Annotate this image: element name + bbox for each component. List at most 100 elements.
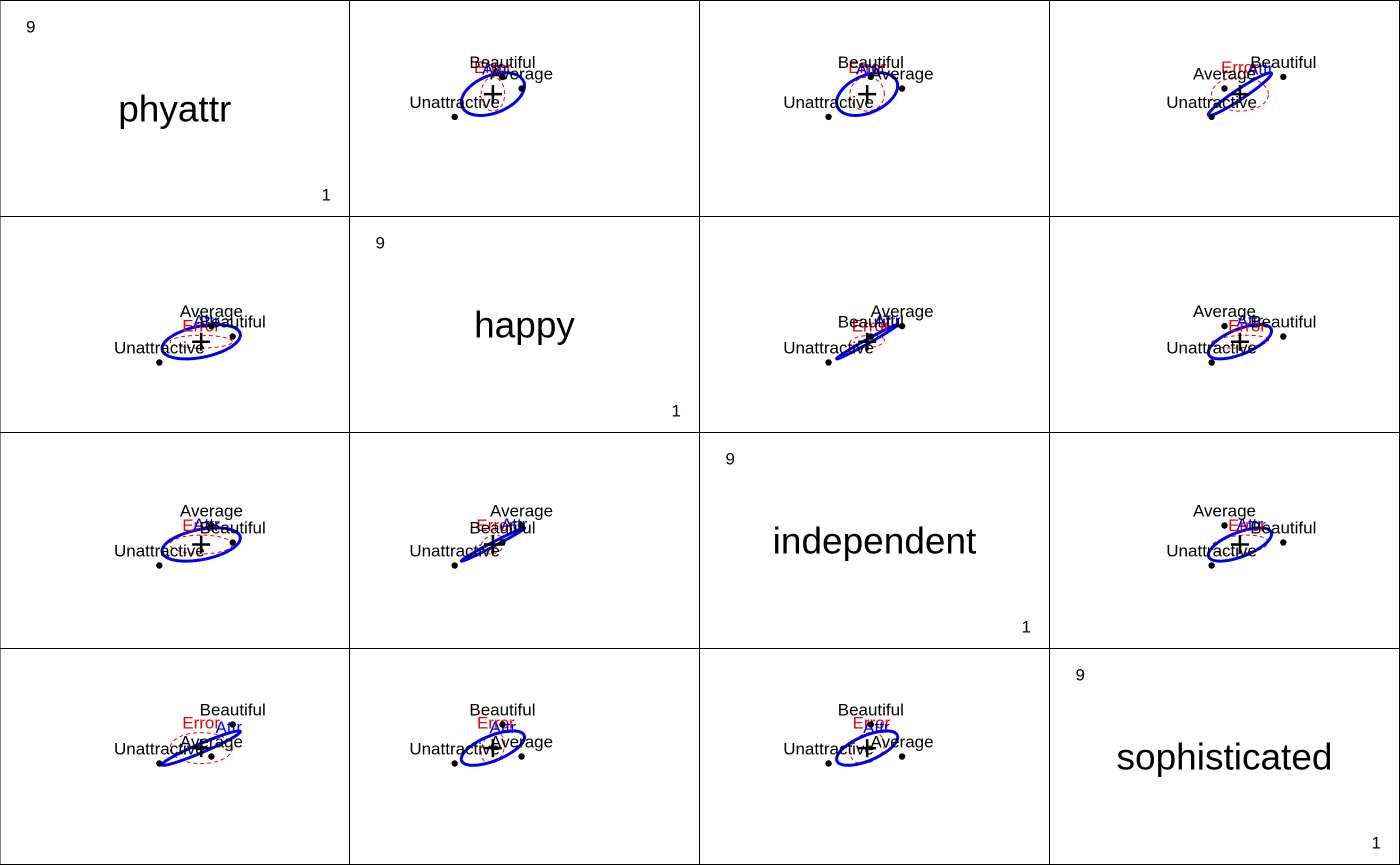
group-mean-point — [867, 73, 875, 81]
hypothesis-ellipse-label: Attr — [216, 718, 243, 737]
panel-sophisticated-vs-sophisticated: sophisticated 9 1 — [1049, 648, 1400, 865]
group-mean-point — [156, 760, 163, 767]
range-min-label: 1 — [1022, 618, 1031, 637]
group-mean-point — [518, 753, 525, 760]
group-mean-label: Unattractive — [409, 93, 500, 112]
error-ellipse-label: Error — [1221, 58, 1259, 77]
group-mean-label: Average — [490, 65, 553, 84]
group-mean-label: Beautiful — [838, 701, 904, 720]
panel-phyattr-vs-phyattr: phyattr 9 1 — [0, 0, 350, 217]
group-mean-point — [1208, 562, 1215, 569]
group-mean-label: Average — [490, 733, 553, 752]
range-max-label: 9 — [26, 18, 35, 37]
group-mean-label: Average — [180, 302, 243, 321]
variable-name-label: happy — [474, 305, 575, 346]
group-mean-point — [867, 333, 875, 340]
group-mean-point — [208, 753, 215, 760]
hypothesis-ellipse — [459, 729, 527, 767]
group-mean-point — [1208, 113, 1215, 121]
group-mean-point — [229, 721, 236, 728]
panel-frame — [699, 648, 1050, 865]
hypothesis-ellipse-label: Attr — [874, 311, 901, 330]
range-max-label: 9 — [1076, 666, 1085, 685]
grand-mean-cross — [483, 85, 502, 104]
group-mean-label: Average — [871, 733, 934, 752]
group-mean-point — [156, 562, 163, 569]
hypothesis-ellipse-label: Attr — [1237, 515, 1264, 534]
group-mean-label: Average — [871, 65, 934, 84]
group-mean-point — [825, 760, 832, 767]
hypothesis-ellipse-label: Attr — [1237, 311, 1264, 330]
grand-mean-cross — [1230, 85, 1249, 104]
group-mean-label: Unattractive — [409, 542, 500, 561]
group-mean-label: Beautiful — [838, 53, 904, 72]
hypothesis-ellipse-label: Attr — [1247, 60, 1274, 79]
error-ellipse — [480, 534, 506, 555]
group-mean-label: Unattractive — [409, 740, 500, 759]
group-mean-label: Beautiful — [838, 313, 904, 332]
group-mean-label: Beautiful — [200, 313, 266, 332]
group-mean-label: Average — [1193, 302, 1256, 321]
group-mean-point — [1221, 522, 1228, 529]
error-ellipse-label: Error — [1228, 516, 1266, 535]
group-mean-label: Unattractive — [783, 93, 874, 112]
panel-independent-vs-independent: independent 9 1 — [699, 432, 1050, 649]
error-ellipse — [480, 76, 506, 112]
error-ellipse — [169, 732, 233, 765]
hypothesis-ellipse — [459, 526, 527, 563]
variable-name-label: sophisticated — [1117, 737, 1333, 778]
panel-frame — [1049, 432, 1400, 649]
hypothesis-ellipse — [160, 526, 242, 563]
range-min-label: 1 — [1372, 834, 1381, 853]
group-mean-label: Unattractive — [783, 339, 874, 358]
grand-mean-cross — [483, 739, 502, 758]
group-mean-point — [451, 562, 458, 569]
grand-mean-cross — [192, 535, 211, 554]
hypothesis-ellipse — [835, 71, 900, 117]
group-mean-label: Unattractive — [1166, 93, 1257, 112]
hypothesis-ellipse-label: Attr — [193, 515, 220, 534]
grand-mean-cross — [483, 535, 502, 554]
group-mean-point — [156, 359, 163, 366]
hypothesis-ellipse — [835, 322, 900, 361]
grand-mean-cross — [192, 739, 211, 758]
error-ellipse-label: Error — [182, 714, 220, 733]
group-mean-point — [867, 721, 875, 728]
group-mean-label: Beautiful — [469, 53, 535, 72]
panel-frame — [0, 432, 350, 649]
error-ellipse-label: Error — [848, 58, 886, 77]
group-mean-point — [499, 721, 506, 728]
range-max-label: 9 — [726, 450, 735, 469]
group-mean-label: Unattractive — [1166, 542, 1257, 561]
hypothesis-ellipse — [160, 322, 242, 361]
grand-mean-cross — [192, 332, 211, 351]
variable-name-label: phyattr — [118, 89, 231, 130]
group-mean-label: Average — [871, 302, 934, 321]
group-mean-point — [1280, 333, 1287, 340]
grand-mean-cross — [858, 85, 877, 104]
error-ellipse-label: Error — [182, 516, 220, 535]
panel-frame — [349, 432, 700, 649]
group-mean-label: Average — [180, 733, 243, 752]
group-mean-point — [208, 522, 215, 529]
group-mean-point — [1208, 359, 1215, 366]
group-mean-point — [898, 85, 906, 92]
panel-frame — [699, 0, 1050, 217]
error-ellipse — [480, 732, 506, 765]
group-mean-point — [898, 322, 906, 330]
error-ellipse-label: Error — [182, 316, 220, 335]
group-mean-point — [499, 73, 506, 81]
hypothesis-ellipse — [1206, 71, 1274, 117]
group-mean-label: Average — [180, 502, 243, 521]
panel-happy-vs-happy: happy 9 1 — [349, 216, 700, 433]
error-ellipse — [849, 76, 885, 112]
range-max-label: 9 — [376, 234, 385, 253]
